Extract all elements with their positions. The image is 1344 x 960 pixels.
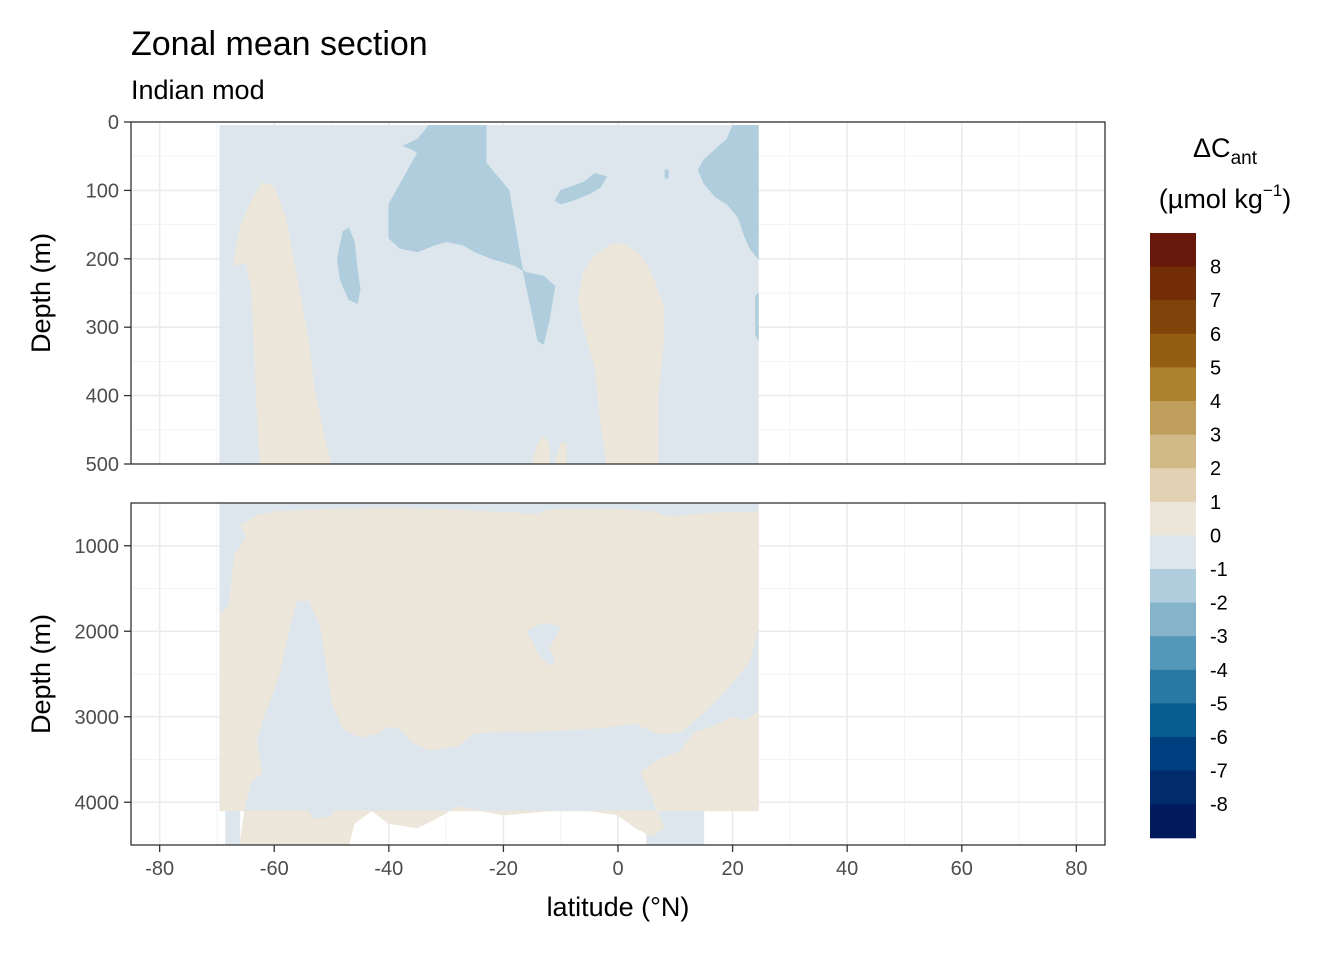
y-tick-label: 1000 <box>75 536 120 558</box>
legend-unit-prefix: (µmol kg <box>1159 184 1263 214</box>
legend-color-bin <box>1150 535 1196 570</box>
x-tick-label: -20 <box>489 858 518 880</box>
x-axis-title: latitude (°N) <box>547 892 690 922</box>
y-tick-label: 4000 <box>75 792 120 814</box>
y-tick-label: 3000 <box>75 707 120 729</box>
contour-region <box>697 125 759 260</box>
legend-color-bin <box>1150 333 1196 368</box>
legend-bin-label: -6 <box>1210 727 1228 749</box>
x-axis: -80 -60 -40 -20 0 20 40 60 80 <box>145 845 1087 880</box>
contour-region <box>219 511 246 615</box>
legend-title: ΔCant <box>1193 133 1258 169</box>
contour-region <box>755 292 759 342</box>
legend-color-bin <box>1150 300 1196 335</box>
y-tick-label: 0 <box>108 112 119 134</box>
y-axis-title-upper: Depth (m) <box>26 233 56 353</box>
x-tick-label: 40 <box>836 858 858 880</box>
legend-color-bin <box>1150 602 1196 637</box>
legend-color-bin <box>1150 737 1196 772</box>
contour-region <box>664 169 669 179</box>
legend-bin-label: 5 <box>1210 357 1221 379</box>
panel-y-axis: 1000 2000 3000 4000 <box>75 536 131 814</box>
legend-bin-label: -4 <box>1210 660 1228 682</box>
contour-region <box>554 172 607 205</box>
contour-region <box>577 243 665 465</box>
legend-bin-label: -2 <box>1210 593 1228 615</box>
legend-color-bin <box>1150 233 1196 268</box>
contour-region <box>256 600 527 820</box>
legend-bin-label: 6 <box>1210 324 1221 346</box>
chart-title: Zonal mean section <box>131 25 428 63</box>
panel-border <box>130 121 1106 465</box>
contour-region <box>225 810 241 846</box>
x-tick-label: -80 <box>145 858 174 880</box>
legend-bin-label: 1 <box>1210 492 1221 514</box>
legend-color-bin <box>1150 501 1196 536</box>
y-tick-label: 100 <box>86 180 119 202</box>
legend-bin-label: 4 <box>1210 391 1221 413</box>
legend-color-bin <box>1150 266 1196 301</box>
contour-region <box>233 181 332 465</box>
y-tick-label: 500 <box>86 454 119 476</box>
contour-region <box>652 507 700 517</box>
legend-unit-superscript: −1 <box>1263 181 1282 200</box>
contour-region <box>388 125 556 345</box>
legend-bin-label: -8 <box>1210 794 1228 816</box>
contour-region <box>525 622 562 666</box>
y-tick-label: 2000 <box>75 621 120 643</box>
y-tick-label: 200 <box>86 249 119 271</box>
legend-bin-label: 0 <box>1210 525 1221 547</box>
legend-bin-label: -7 <box>1210 761 1228 783</box>
panel-contour-fills <box>219 125 759 465</box>
y-axis-title-lower: Depth (m) <box>26 614 56 734</box>
x-tick-label: 60 <box>951 858 973 880</box>
x-tick-label: 80 <box>1065 858 1087 880</box>
x-tick-label: -60 <box>260 858 289 880</box>
legend-unit: (µmol kg−1) <box>1159 181 1291 214</box>
legend-color-bin <box>1150 569 1196 604</box>
y-tick-label: 400 <box>86 386 119 408</box>
lower-depth-panel: 1000 2000 3000 4000 Depth (m) <box>26 502 1106 846</box>
legend-bin-label: 7 <box>1210 290 1221 312</box>
contour-region <box>514 507 550 514</box>
legend-color-bin <box>1150 770 1196 805</box>
x-tick-label: -40 <box>374 858 403 880</box>
legend-bin-label: -5 <box>1210 693 1228 715</box>
legend-title-symbol: ΔC <box>1193 133 1231 163</box>
legend-color-bin <box>1150 468 1196 503</box>
legend-bin-label: 3 <box>1210 425 1221 447</box>
legend-color-bin <box>1150 703 1196 738</box>
chart-subtitle: Indian mod <box>131 75 265 105</box>
upper-depth-panel: 0 100 200 300 400 500 Depth (m) <box>26 112 1106 476</box>
legend-bin-label: -3 <box>1210 626 1228 648</box>
legend-color-bins: 8 7 6 5 4 3 2 1 0 -1 -2 -3 -4 -5 -6 -7 -8 <box>1150 233 1228 839</box>
legend-title-subscript: ant <box>1231 148 1258 169</box>
legend-color-bin <box>1150 669 1196 704</box>
legend-color-bin <box>1150 636 1196 671</box>
legend-bin-label: 8 <box>1210 257 1221 279</box>
x-tick-label: 0 <box>612 858 623 880</box>
y-tick-label: 300 <box>86 317 119 339</box>
legend-bin-label: -1 <box>1210 559 1228 581</box>
panel-contour-fills <box>219 502 759 846</box>
legend-color-bin <box>1150 401 1196 436</box>
legend-color-bin <box>1150 804 1196 839</box>
legend-bin-label: 2 <box>1210 458 1221 480</box>
legend-unit-suffix: ) <box>1282 184 1291 214</box>
panel-y-axis: 0 100 200 300 400 500 <box>86 112 131 476</box>
color-legend: ΔCant (µmol kg−1) 8 7 6 5 4 3 2 1 0 -1 -2 -3 -4 -5 -6 -… <box>1150 133 1291 839</box>
legend-color-bin <box>1150 367 1196 402</box>
legend-color-bin <box>1150 434 1196 469</box>
x-tick-label: 20 <box>721 858 743 880</box>
contour-region <box>336 227 361 304</box>
